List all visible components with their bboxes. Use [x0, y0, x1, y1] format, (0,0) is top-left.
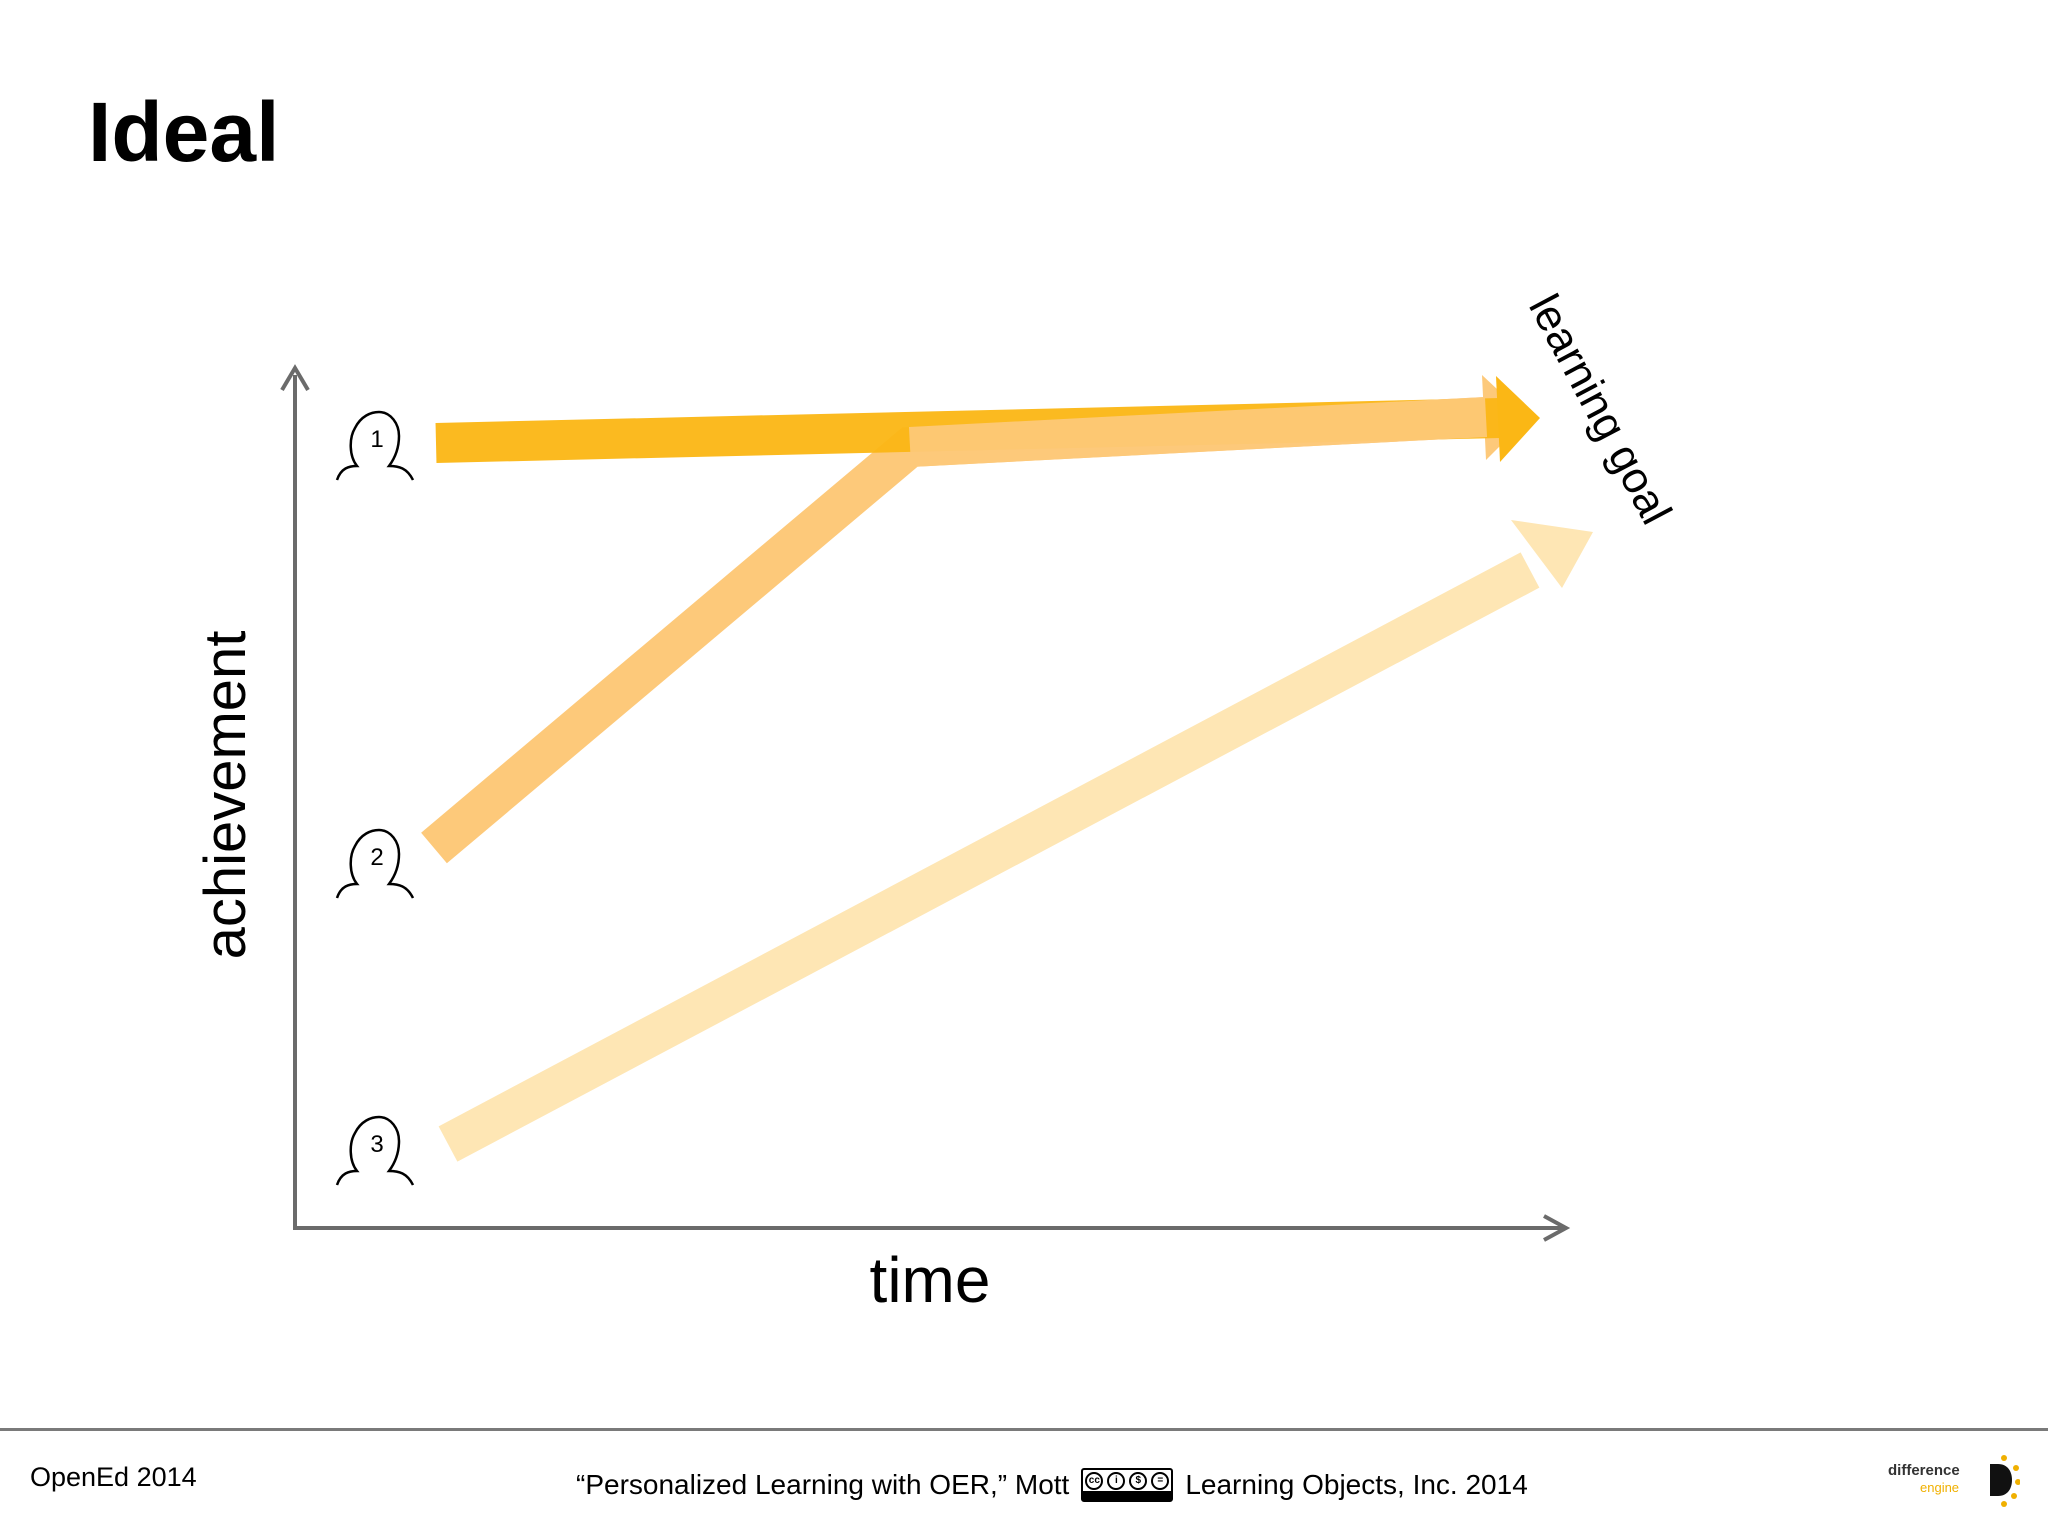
difference-engine-logo: difference engine — [1888, 1452, 2028, 1512]
x-axis-label: time — [870, 1244, 991, 1316]
slide-title: Ideal — [88, 85, 280, 179]
learner-3-number: 3 — [370, 1131, 383, 1158]
learner-3-path — [438, 520, 1593, 1162]
logo-line2: engine — [1920, 1480, 1960, 1495]
learner-1-arrowhead — [1496, 376, 1540, 462]
footer-publisher: Learning Objects, Inc. 2014 — [1185, 1469, 1528, 1500]
learning-path-diagram: achievement time learning goal 1 2 3 — [193, 287, 1681, 1316]
learner-1-number: 1 — [370, 426, 383, 453]
x-axis-arrowhead — [1543, 1214, 1571, 1242]
learner-1-icon: 1 — [335, 410, 415, 481]
footer-citation: “Personalized Learning with OER,” Mott — [576, 1469, 1070, 1500]
logo-mark-icon — [1990, 1455, 2020, 1507]
y-axis-label: achievement — [193, 631, 258, 960]
footer-divider — [0, 1428, 2048, 1431]
learner-2-icon: 2 — [335, 828, 415, 899]
learner-3-icon: 3 — [335, 1115, 415, 1186]
footer-event: OpenEd 2014 — [30, 1462, 197, 1492]
learner-2-number: 2 — [370, 844, 383, 871]
y-axis-arrowhead — [280, 364, 310, 392]
axes — [280, 364, 1571, 1242]
footer-citation-row: “Personalized Learning with OER,” Mott c… — [576, 1468, 1528, 1502]
logo-line1: difference — [1888, 1462, 1960, 1479]
learner-3-arrowhead — [1511, 520, 1593, 588]
learning-goal-label: learning goal — [1519, 287, 1681, 532]
cc-license-icon: cc i $ = — [1081, 1468, 1174, 1502]
